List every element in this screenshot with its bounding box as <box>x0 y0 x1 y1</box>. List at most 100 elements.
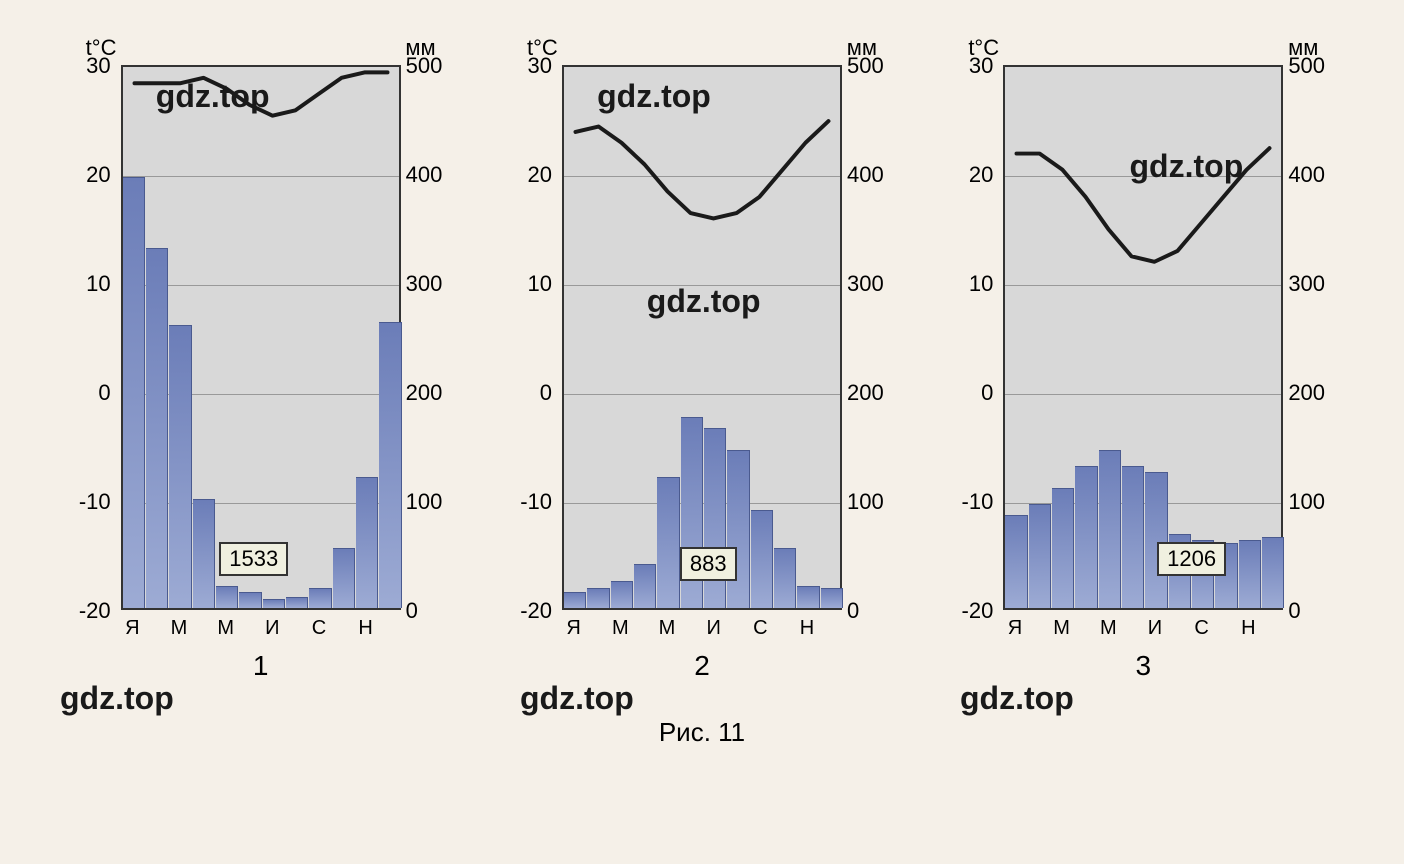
precip-bar <box>1099 450 1121 608</box>
precip-bar <box>611 581 633 608</box>
y-right-tick: 200 <box>847 380 892 406</box>
precip-bar <box>286 597 308 608</box>
y-left-tick: 20 <box>71 162 111 188</box>
y-left-tick: 10 <box>953 271 993 297</box>
chart-area: t°Cмм3020100-10-2050040030020010001206gd… <box>953 40 1333 640</box>
y-left-tick: 0 <box>512 380 552 406</box>
precip-bar <box>1262 537 1284 608</box>
y-left-tick: 0 <box>953 380 993 406</box>
precip-bar <box>1005 515 1027 608</box>
y-right-tick: 100 <box>1288 489 1333 515</box>
y-left-tick: 30 <box>512 53 552 79</box>
precip-bar <box>774 548 796 608</box>
charts-container: t°Cмм3020100-10-2050040030020010001533gd… <box>20 20 1384 702</box>
y-right-tick: 0 <box>406 598 451 624</box>
y-right-tick: 500 <box>406 53 451 79</box>
x-tick: Н <box>795 617 819 640</box>
watermark: gdz.top <box>647 283 761 320</box>
y-left-tick: -20 <box>953 598 993 624</box>
gridline <box>123 176 399 177</box>
total-precip-box: 883 <box>680 547 737 581</box>
x-tick: С <box>307 617 331 640</box>
y-right-tick: 100 <box>406 489 451 515</box>
precip-bar <box>1075 466 1097 608</box>
y-right-tick: 300 <box>406 271 451 297</box>
precip-bar <box>821 588 843 608</box>
x-tick: Я <box>562 617 586 640</box>
precip-bar <box>263 599 285 608</box>
y-right-tick: 300 <box>847 271 892 297</box>
precip-bar <box>1239 540 1261 608</box>
y-left-tick: 0 <box>71 380 111 406</box>
gridline <box>564 394 840 395</box>
y-left-tick: -10 <box>953 489 993 515</box>
x-tick: И <box>260 617 284 640</box>
x-tick: М <box>167 617 191 640</box>
y-left-tick: 30 <box>71 53 111 79</box>
precip-bar <box>146 248 168 608</box>
y-right-tick: 0 <box>847 598 892 624</box>
chart-number: 1 <box>253 650 269 682</box>
precip-bar <box>727 450 749 608</box>
x-tick: М <box>608 617 632 640</box>
y-right-tick: 400 <box>406 162 451 188</box>
precip-bar <box>634 564 656 608</box>
chart-number: 3 <box>1136 650 1152 682</box>
y-right-tick: 100 <box>847 489 892 515</box>
y-right-tick: 500 <box>847 53 892 79</box>
total-precip-box: 1206 <box>1157 542 1226 576</box>
x-tick: М <box>1050 617 1074 640</box>
precip-bar <box>169 325 191 608</box>
total-precip-box: 1533 <box>219 542 288 576</box>
x-tick: Н <box>354 617 378 640</box>
x-tick: С <box>748 617 772 640</box>
y-left-tick: -10 <box>71 489 111 515</box>
chart-area: t°Cмм3020100-10-205004003002001000883gdz… <box>512 40 892 640</box>
x-tick: И <box>702 617 726 640</box>
y-right-tick: 500 <box>1288 53 1333 79</box>
climograph-1: t°Cмм3020100-10-2050040030020010001533gd… <box>71 40 451 682</box>
gridline <box>564 285 840 286</box>
precip-bar <box>1029 504 1051 608</box>
y-left-tick: -20 <box>512 598 552 624</box>
chart-area: t°Cмм3020100-10-2050040030020010001533gd… <box>71 40 451 640</box>
precip-bar <box>1122 466 1144 608</box>
y-right-tick: 200 <box>406 380 451 406</box>
y-left-tick: 10 <box>71 271 111 297</box>
y-left-tick: -20 <box>71 598 111 624</box>
precip-bar <box>193 499 215 608</box>
precip-bar <box>379 322 401 608</box>
plot-area: 883gdz.topgdz.top <box>562 65 842 610</box>
y-right-tick: 0 <box>1288 598 1333 624</box>
y-left-tick: 30 <box>953 53 993 79</box>
chart-number: 2 <box>694 650 710 682</box>
figure-caption: Рис. 11 <box>20 717 1384 748</box>
precip-bar <box>587 588 609 608</box>
precip-bar <box>704 428 726 608</box>
watermark: gdz.top <box>156 78 270 115</box>
precip-bar <box>564 592 586 608</box>
precip-bar <box>216 586 238 608</box>
x-tick: М <box>655 617 679 640</box>
x-tick: Я <box>1003 617 1027 640</box>
gridline <box>1005 394 1281 395</box>
x-tick: М <box>1096 617 1120 640</box>
y-right-tick: 300 <box>1288 271 1333 297</box>
plot-area: 1533 gdz.top <box>121 65 401 610</box>
gridline <box>1005 176 1281 177</box>
precip-bar <box>751 510 773 608</box>
x-tick: И <box>1143 617 1167 640</box>
gridline <box>1005 285 1281 286</box>
y-right-tick: 400 <box>1288 162 1333 188</box>
x-tick: Н <box>1236 617 1260 640</box>
precip-bar <box>309 588 331 608</box>
y-right-tick: 200 <box>1288 380 1333 406</box>
precip-bar <box>657 477 679 608</box>
precip-bar <box>356 477 378 608</box>
y-left-tick: -10 <box>512 489 552 515</box>
watermark: gdz.top <box>1130 148 1244 185</box>
precip-bar <box>123 177 145 608</box>
precip-bar <box>1145 472 1167 608</box>
y-right-tick: 400 <box>847 162 892 188</box>
x-tick: Я <box>120 617 144 640</box>
